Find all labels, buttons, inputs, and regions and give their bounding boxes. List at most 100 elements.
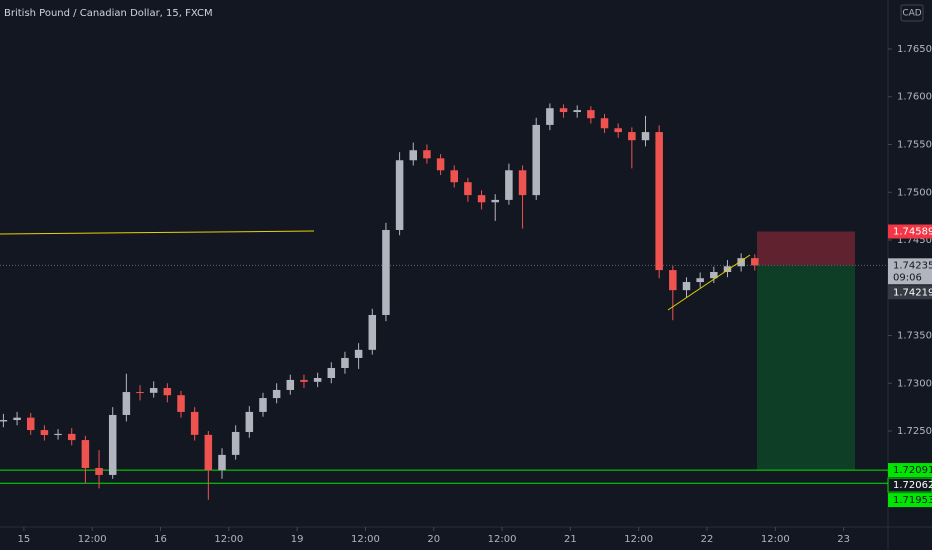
- currency-box[interactable]: [900, 4, 924, 22]
- candle-body: [190, 411, 199, 435]
- candle-body: [26, 417, 35, 431]
- candle-body: [327, 367, 336, 379]
- y-tick-label: 1.75500: [897, 140, 932, 151]
- candle-body: [655, 132, 663, 271]
- price-tag: [887, 477, 932, 493]
- horizontal-drawing: [0, 230, 315, 235]
- candle-body: [341, 357, 349, 368]
- stop-zone: [757, 231, 855, 266]
- price-tag-label: 1.74235: [893, 260, 932, 271]
- candle-body: [614, 128, 622, 133]
- candle-body: [204, 434, 213, 471]
- y-tick-label: 1.73000: [897, 378, 932, 389]
- candle-body: [600, 118, 609, 129]
- price-tag-label: 1.74589: [893, 227, 932, 238]
- y-tick-label: 1.75000: [897, 187, 932, 198]
- candle-body: [108, 414, 117, 475]
- candle-body: [0, 420, 8, 422]
- y-tick-label: 1.76000: [897, 92, 932, 103]
- x-tick-label: 12:00: [351, 534, 380, 545]
- plot: [0, 103, 888, 500]
- price-tag: [888, 463, 932, 478]
- candle-body: [54, 433, 62, 436]
- candle-body: [218, 454, 226, 471]
- chart-title: British Pound / Canadian Dollar, 15, FXC…: [4, 8, 213, 19]
- candle-body: [751, 258, 759, 266]
- candle-body: [669, 270, 677, 291]
- candle-body: [136, 392, 144, 394]
- candle-body: [505, 170, 513, 200]
- price-countdown: 09:06: [893, 272, 922, 283]
- x-tick-label: 12:00: [78, 534, 107, 545]
- candle-body: [300, 379, 308, 382]
- x-tick-label: 12:00: [624, 534, 653, 545]
- candle-body: [395, 160, 404, 230]
- candle-body: [696, 278, 704, 283]
- candle-body: [436, 158, 445, 171]
- x-tick-label: 19: [291, 534, 304, 545]
- x-tick-label: 20: [427, 534, 440, 545]
- candle-body: [368, 314, 377, 350]
- price-tag: [888, 493, 932, 508]
- candle-body: [628, 132, 636, 141]
- y-tick-label: 1.73500: [897, 331, 932, 342]
- candle-body: [382, 229, 390, 315]
- candle-body: [259, 398, 267, 412]
- x-tick-label: 22: [701, 534, 714, 545]
- candle-body: [272, 389, 281, 399]
- candle-body: [723, 266, 732, 272]
- x-tick-label: 12:00: [214, 534, 243, 545]
- candle-body: [163, 388, 172, 396]
- candle-body: [245, 411, 254, 432]
- y-tick-label: 1.72500: [897, 426, 932, 437]
- candle-body: [491, 199, 499, 203]
- candle-body: [518, 170, 527, 196]
- candle-body: [286, 379, 295, 390]
- y-tick-label: 1.76500: [897, 44, 932, 55]
- candle-body: [67, 433, 76, 441]
- candle-body: [409, 150, 418, 161]
- x-tick-label: 12:00: [761, 534, 790, 545]
- candle-body: [641, 132, 650, 141]
- trend-line: [667, 254, 751, 311]
- price-tag-label: 1.72091: [893, 465, 932, 476]
- candle-body: [423, 150, 431, 159]
- candle-body: [81, 440, 90, 468]
- candle-body: [313, 378, 322, 382]
- x-tick-label: 16: [154, 534, 167, 545]
- candle-body: [559, 108, 568, 113]
- x-tick-label: 23: [837, 534, 850, 545]
- y-tick-label: 1.74500: [897, 235, 932, 246]
- target-zone: [757, 265, 855, 471]
- x-tick-label: 15: [18, 534, 31, 545]
- candle-body: [682, 282, 691, 291]
- candle-body: [450, 170, 459, 183]
- candle-body: [737, 258, 745, 267]
- candle-body: [710, 272, 718, 279]
- candle-body: [532, 124, 540, 196]
- candle-body: [354, 349, 363, 358]
- candle-body: [231, 431, 240, 455]
- axes: 1.76500 1.76000 1.75500 1.75000 1.74500 1.735…: [18, 44, 932, 545]
- candle-body: [40, 430, 49, 436]
- candle-body: [477, 195, 486, 203]
- candle-body: [587, 110, 595, 119]
- candle-body: [464, 182, 472, 196]
- candle-body: [13, 417, 21, 421]
- price-tag-label: 1.72062: [893, 480, 932, 491]
- x-tick-label: 12:00: [488, 534, 517, 545]
- price-tag: [888, 258, 932, 285]
- x-tick-label: 21: [564, 534, 577, 545]
- price-tag: [888, 224, 932, 239]
- candle-body: [546, 108, 554, 125]
- candle-body: [122, 392, 131, 415]
- candle-body: [177, 395, 185, 412]
- price-tag-label: 1.71953: [893, 495, 932, 506]
- currency-label[interactable]: CAD: [902, 9, 921, 19]
- price-tag: [888, 285, 932, 300]
- price-tag-label: 1.74219: [893, 287, 932, 298]
- candle-body: [149, 388, 158, 393]
- candle-body: [95, 467, 103, 475]
